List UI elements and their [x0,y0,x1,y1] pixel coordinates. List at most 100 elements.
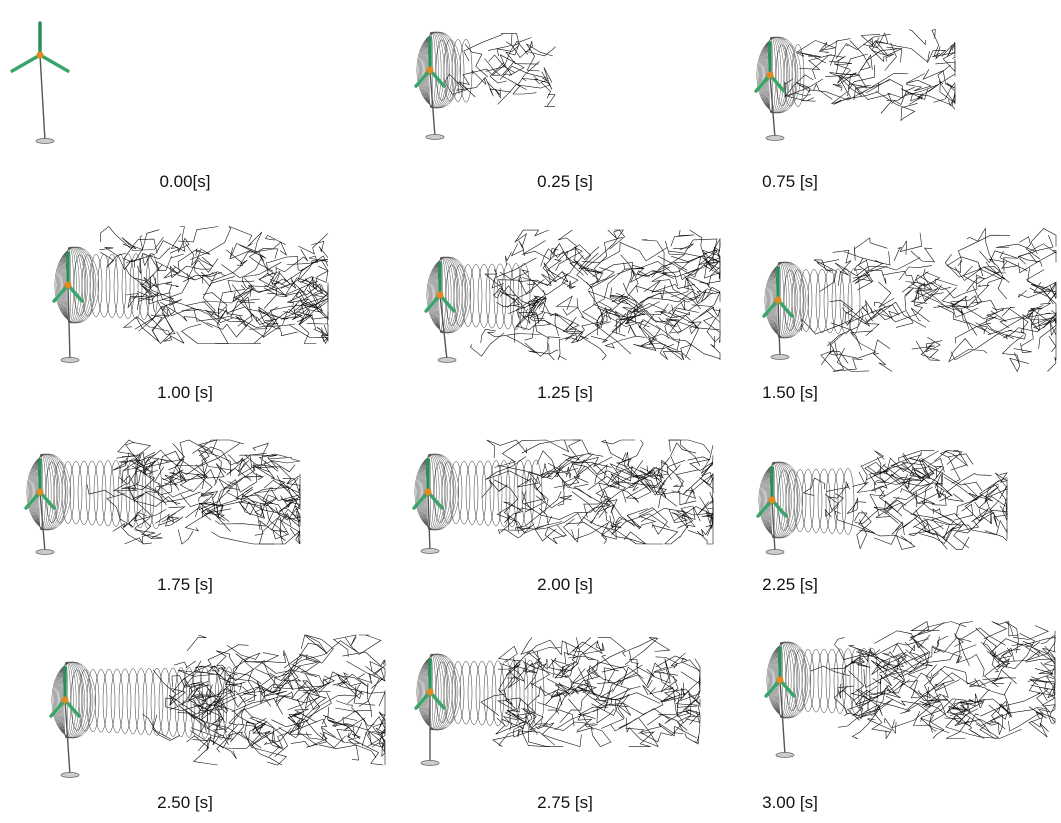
wake-filament [621,255,650,277]
tower-base [421,761,439,766]
wake-filament [202,469,216,489]
wake-filament [689,475,713,494]
wake-filament [966,267,1005,292]
wake-filament [892,707,930,728]
wake-filament [554,261,584,282]
wake-filament [549,343,559,354]
vortex-ring [514,460,526,527]
hub [62,697,69,704]
wake-filament [874,340,890,354]
vortex-ring [482,461,494,526]
wake-filament [212,532,275,544]
vortex-ring [119,669,131,734]
time-label: 1.50 [s] [762,383,818,402]
wake-filament [260,454,287,471]
wake-filament [1047,336,1056,372]
wake-filament [303,681,331,693]
wake-filament [951,330,1012,360]
wake-filament [122,235,143,249]
vortex-ring [506,460,518,527]
wake-filament [850,41,872,71]
time-label: 1.75 [s] [157,575,213,594]
tower-base [61,358,79,363]
wake-filament [834,56,867,89]
page: 0.00[s]0.25 [s]0.75 [s]1.00 [s]1.25 [s]1… [0,0,1061,823]
wake-filament [865,302,926,335]
tower-base [766,136,784,141]
wake-filament [897,536,915,550]
vortex-ring [95,669,107,732]
wake-filament [107,494,141,527]
wake-filament [488,34,531,51]
wake-filament [156,227,185,254]
vortex-ring [122,254,134,319]
wake-filament [534,477,548,514]
wake-filament [906,74,931,91]
wake-filament [275,311,297,336]
wake-filament [521,637,538,657]
wake-filament [874,631,930,648]
wake-filament [552,244,586,270]
vortex-ring [111,669,123,733]
wake-filament [626,722,684,742]
wake-filament [859,466,867,485]
wake-filament [928,46,946,62]
wake-filament [623,637,657,656]
vortex-ring [826,469,838,534]
wake-filament [522,263,555,286]
wake-filament [876,91,918,120]
wake-filament [672,488,696,499]
wake-filament [894,247,901,260]
vortex-ring [110,460,122,526]
wake-filament [946,717,1022,739]
hub [37,489,44,496]
wake-filament [587,686,640,698]
snapshot-panel: 1.25 [s] [426,230,720,402]
wake-filament [799,85,816,101]
wake-filament [1032,708,1044,727]
wake-filament [955,323,991,344]
wake-filament [215,310,228,344]
vortex-ring [199,667,211,738]
wake-filament [215,521,266,526]
wake-filament [979,326,991,335]
wake-filament [228,732,262,748]
snapshot-panel: 2.25 [s] [758,451,1007,594]
figure: 0.00[s]0.25 [s]0.75 [s]1.00 [s]1.25 [s]1… [0,0,1061,823]
tower-base [766,550,784,555]
wake-filament [358,635,381,655]
wake-filament [153,670,176,705]
snapshot-panel: 2.50 [s] [51,635,385,812]
snapshot-panel: 0.00[s] [12,23,210,191]
wake-filament [259,529,282,544]
wake-filament [609,269,638,297]
vortex-ring [86,461,98,525]
wake-filament [311,241,328,257]
wake-filament [869,41,887,61]
vortex-ring [135,668,147,734]
wake-filament [667,460,685,492]
wake-filament [926,665,960,691]
snapshot-panel: 2.00 [s] [414,440,713,594]
wake-filament [582,517,663,544]
wake-filament [277,719,327,748]
tower [430,70,435,137]
wake-filament [837,65,875,90]
wake-filament [558,338,579,360]
wake-filament [268,457,300,463]
tower-base [776,753,794,758]
wake-filament [625,637,670,664]
wake-filament [1039,313,1056,349]
wake-filament [196,691,207,714]
hub [65,282,72,289]
wake-filament [796,40,839,56]
wake-filament [236,650,286,663]
wake-filament [629,732,654,747]
wake-filament [181,645,248,682]
wake-filament [821,333,844,365]
wake-filament [688,445,713,460]
wake-filament [909,501,943,536]
vortex-ring [102,461,114,526]
wake-filament [178,529,193,544]
wake-filament [952,43,955,59]
